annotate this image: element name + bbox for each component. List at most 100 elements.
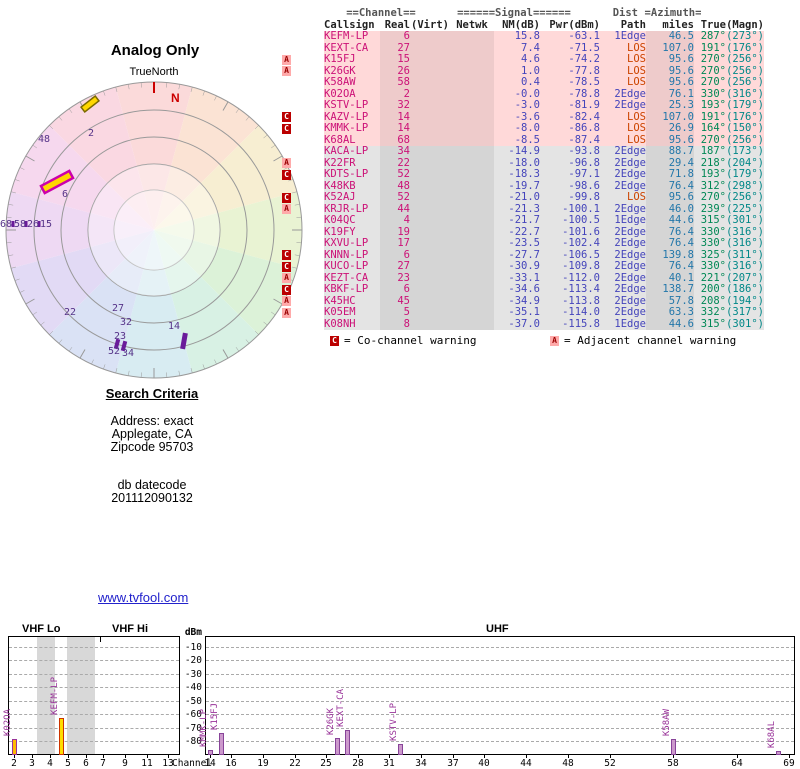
radar-channel-label: 22: [64, 307, 76, 318]
radar-channel-label: 34: [122, 348, 134, 359]
row-cells: KUCO-LP27-30.9-109.82Edge76.4330°(316°): [324, 261, 764, 273]
adjacent-channel-flag: A: [282, 273, 291, 283]
network: [450, 112, 494, 124]
pwr-dbm: -93.8: [540, 146, 600, 158]
channel-tick-label: 2: [4, 758, 24, 769]
tvfool-link[interactable]: www.tvfool.com: [98, 590, 188, 605]
channel-tickmark: [32, 755, 33, 758]
table-legend: C= Co-channel warningA= Adjacent channel…: [0, 334, 800, 348]
nm-db: -30.9: [494, 261, 540, 273]
radar-channel-label: 6: [62, 189, 68, 200]
virtual-channel: [410, 192, 450, 204]
dbm-tick-label: -10: [180, 642, 202, 653]
azimuth-true: 332°: [694, 307, 726, 319]
row-flag-gutter: A: [282, 54, 294, 66]
adjacent-channel-flag: A: [282, 308, 291, 318]
station-row: A K15FJ154.6-74.2LOS95.6270°(256°): [282, 54, 764, 66]
row-cells: KEFM-LP615.8-63.11Edge46.5287°(273°): [324, 31, 764, 43]
channel-tick-label: 48: [558, 758, 578, 769]
azimuth-true: 193°: [694, 100, 726, 112]
row-flag-gutter: [282, 89, 294, 101]
row-cells: K05EM5-35.1-114.02Edge63.3332°(317°): [324, 307, 764, 319]
radar-channel-label: 2: [88, 128, 94, 139]
row-flag-gutter: [282, 146, 294, 158]
network: [450, 250, 494, 262]
pwr-dbm: -78.5: [540, 77, 600, 89]
vhf-lo-label: VHF Lo: [22, 623, 61, 635]
row-cells: K15FJ154.6-74.2LOS95.6270°(256°): [324, 54, 764, 66]
adjacent-channel-flag: A: [282, 66, 291, 76]
pwr-dbm: -115.8: [540, 319, 600, 331]
pwr-dbm: -100.5: [540, 215, 600, 227]
row-indent: [294, 204, 324, 216]
channel-tick-label: 52: [600, 758, 620, 769]
nm-db: -14.9: [494, 146, 540, 158]
nm-db: -3.0: [494, 100, 540, 112]
real-channel: 52: [380, 192, 410, 204]
spectrum-bar-callsign: K02OA: [3, 709, 13, 736]
distance-miles: 138.7: [646, 284, 694, 296]
adjacent-channel-flag-sample: A: [550, 336, 559, 346]
dbm-gridline: [9, 674, 179, 675]
channel-tickmark: [673, 755, 674, 758]
adjacent-channel-flag: A: [282, 55, 291, 65]
virtual-channel: [410, 135, 450, 147]
channel-tick-label: 7: [93, 758, 113, 769]
signal-path: 2Edge: [600, 238, 646, 250]
dbm-gridline: [9, 660, 179, 661]
signal-path: 2Edge: [600, 307, 646, 319]
dbm-gridline: [206, 674, 794, 675]
row-indent: [294, 146, 324, 158]
db-datecode-value: 201112090132: [57, 492, 247, 505]
real-channel: 52: [380, 169, 410, 181]
network: [450, 31, 494, 43]
azimuth-true: 315°: [694, 215, 726, 227]
azimuth-true: 187°: [694, 146, 726, 158]
row-indent: [294, 135, 324, 147]
network: [450, 146, 494, 158]
virtual-channel: [410, 43, 450, 55]
channel-tick-label: 16: [221, 758, 241, 769]
row-cells: K02OA2-0.0-78.82Edge76.1330°(316°): [324, 89, 764, 101]
dbm-tick-label: -30: [180, 669, 202, 680]
spectrum-chart: VHF Lo VHF Hi UHF dBm Channel -10-20-30-…: [0, 622, 800, 768]
virtual-channel: [410, 227, 450, 239]
co-channel-flag: C: [282, 262, 291, 272]
row-cells: K22FR22-18.0-96.82Edge29.4218°(204°): [324, 158, 764, 170]
signal-path: LOS: [600, 123, 646, 135]
row-flag-gutter: C: [282, 250, 294, 262]
signal-path: 1Edge: [600, 31, 646, 43]
nm-db: -34.6: [494, 284, 540, 296]
radar-channel-label: 68: [0, 219, 12, 230]
channel-tick-label: 5: [58, 758, 78, 769]
callsign: KXVU-LP: [324, 238, 380, 250]
col-header-netwk: Netwk: [450, 20, 494, 32]
nm-db: -21.0: [494, 192, 540, 204]
vhf-plot-box: [8, 636, 180, 755]
azimuth-magnetic: (179°): [726, 100, 764, 112]
dbm-gridline: [9, 701, 179, 702]
co-channel-legend: C= Co-channel warning: [330, 334, 476, 347]
col-header-virt: (Virt): [410, 20, 450, 32]
channel-tickmark: [231, 755, 232, 758]
spectrum-bar: [335, 738, 340, 755]
co-channel-flag: C: [282, 112, 291, 122]
pwr-dbm: -86.8: [540, 123, 600, 135]
nm-db: -21.7: [494, 215, 540, 227]
network: [450, 296, 494, 308]
distance-miles: 76.4: [646, 261, 694, 273]
row-indent: [294, 66, 324, 78]
distance-miles: 44.6: [646, 319, 694, 331]
signal-path: 1Edge: [600, 319, 646, 331]
callsign: KEFM-LP: [324, 31, 380, 43]
adjacent-channel-flag: A: [282, 296, 291, 306]
distance-miles: 76.4: [646, 238, 694, 250]
network: [450, 100, 494, 112]
channel-tickmark: [789, 755, 790, 758]
spectrum-bar-callsign: K26GK: [326, 708, 336, 735]
radar-channel-label: 32: [120, 317, 132, 328]
station-row: CK52AJ52-21.0-99.8LOS95.6270°(256°): [282, 192, 764, 204]
network: [450, 204, 494, 216]
row-indent: [294, 123, 324, 135]
nm-db: -37.0: [494, 319, 540, 331]
